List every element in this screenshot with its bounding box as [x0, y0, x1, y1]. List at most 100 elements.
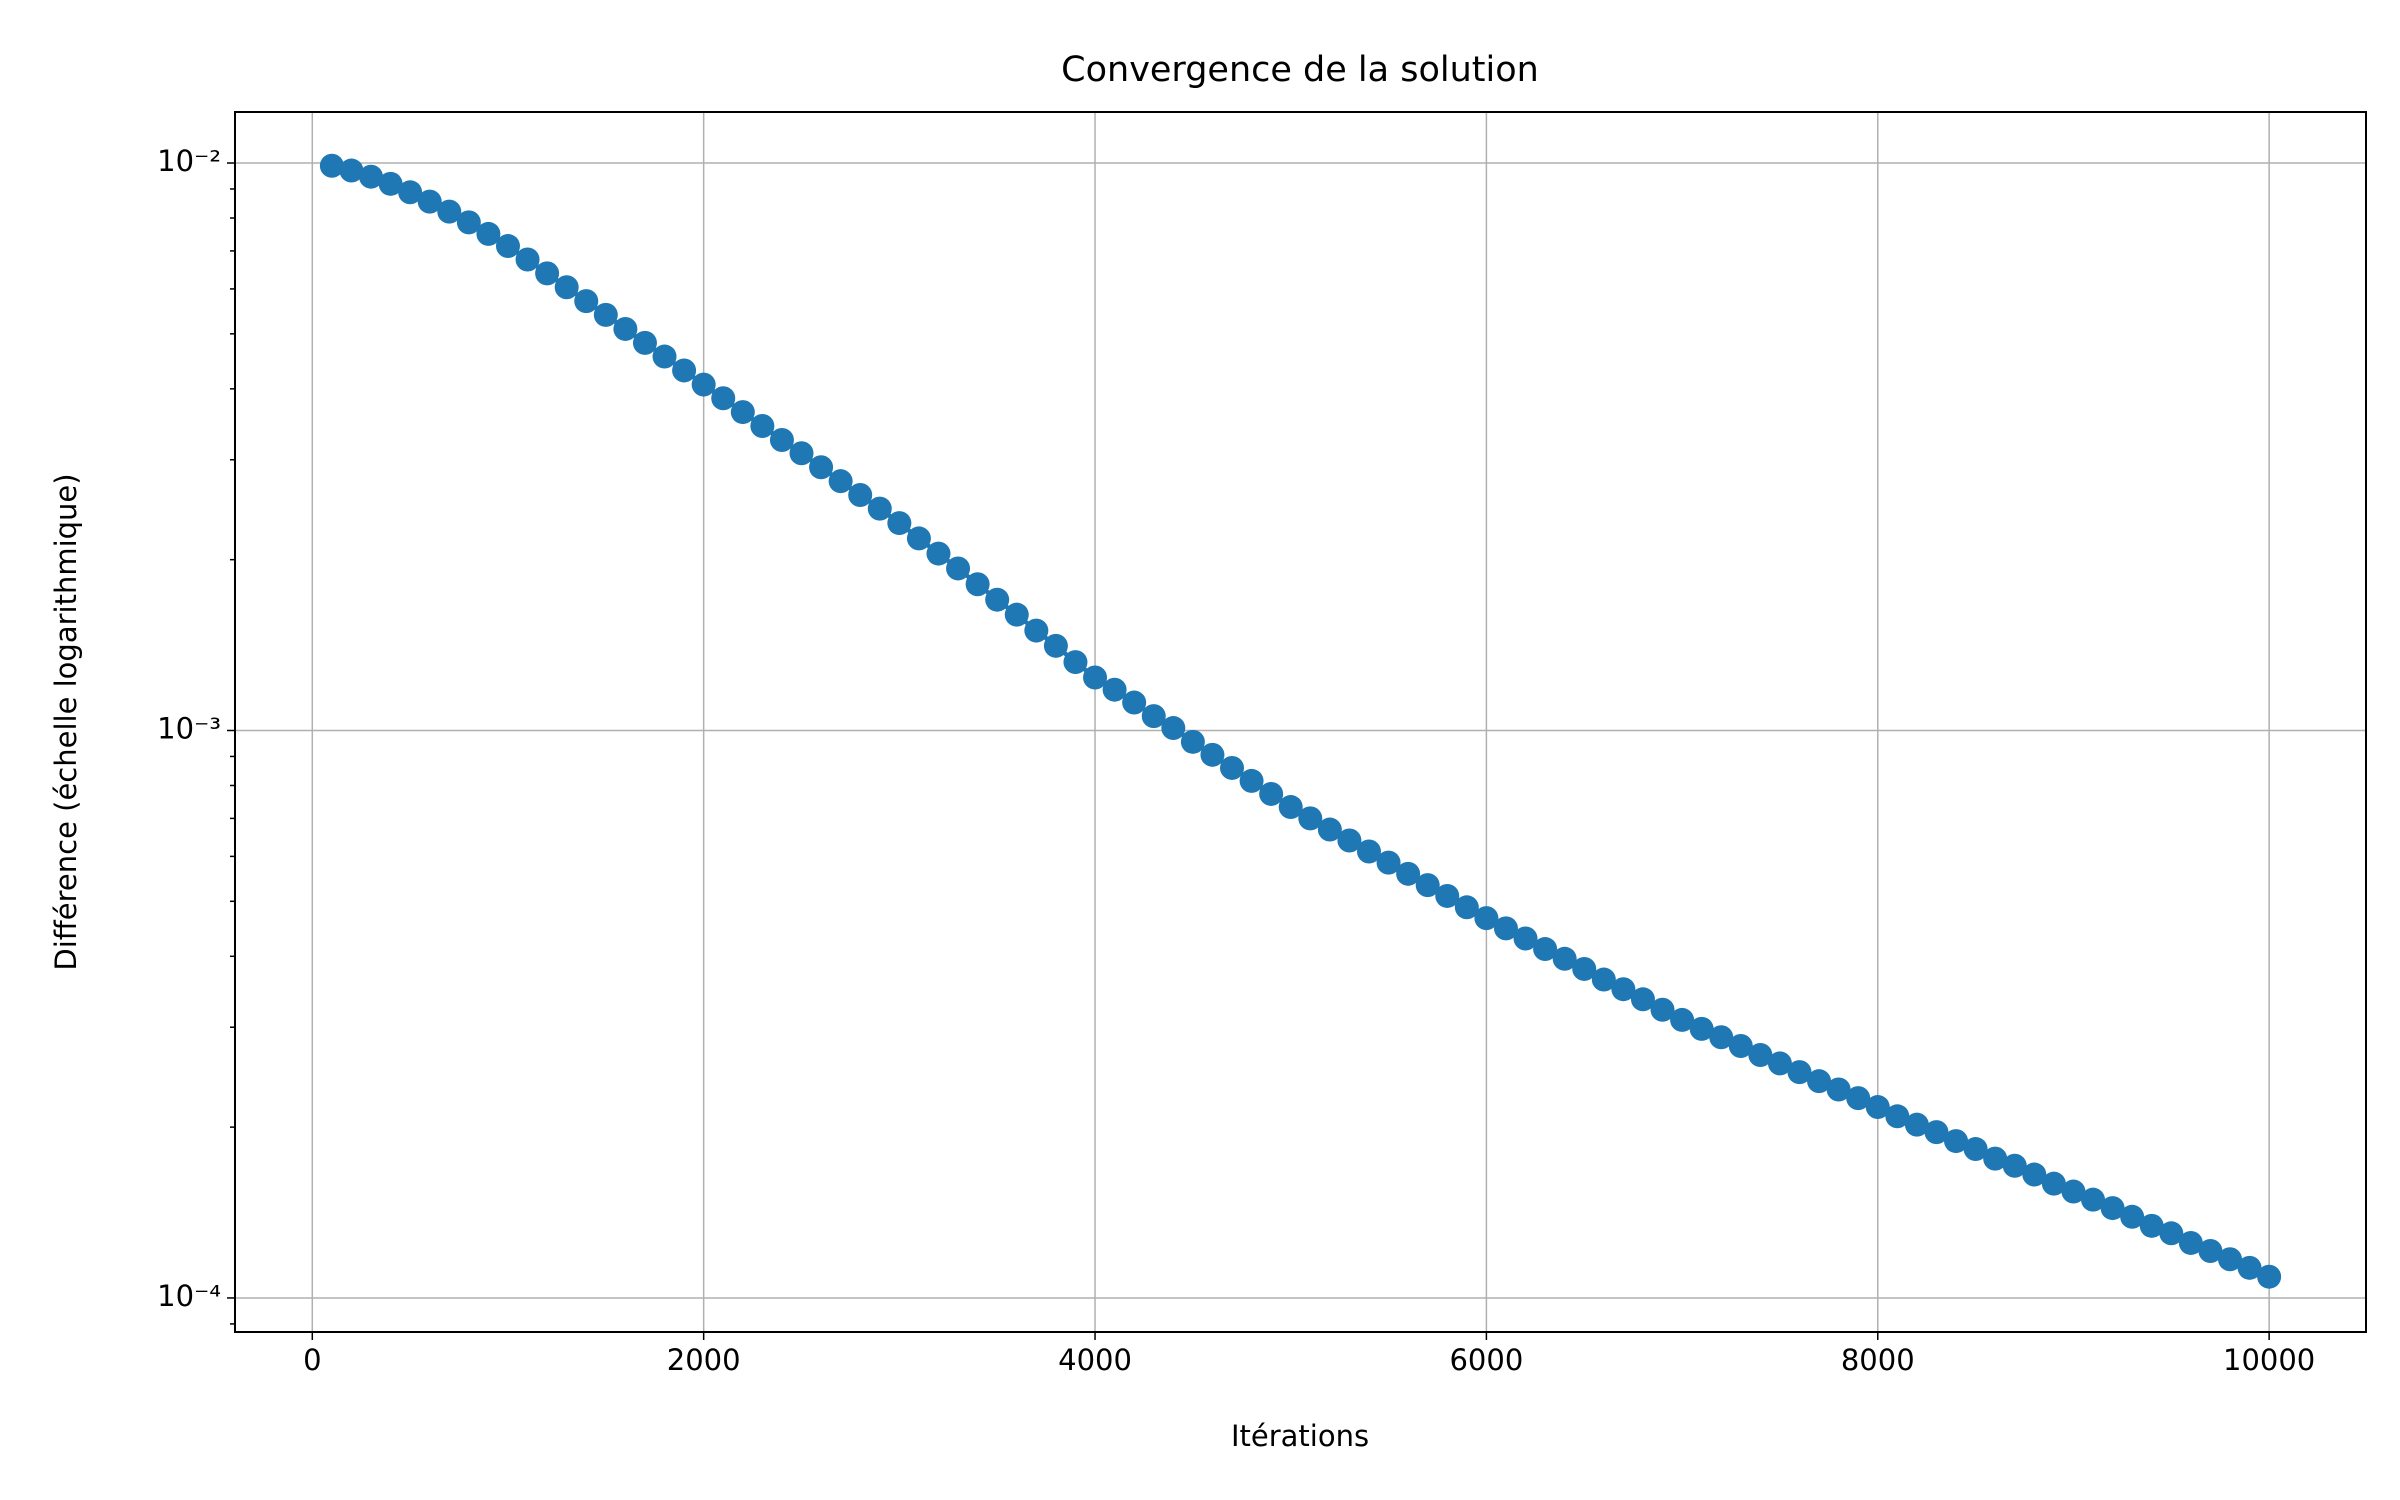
marker [495, 234, 520, 259]
marker [809, 455, 834, 480]
marker [2257, 1264, 2282, 1289]
marker [2159, 1221, 2184, 1246]
marker [2139, 1213, 2164, 1238]
marker [1787, 1060, 1812, 1085]
marker [1043, 633, 1068, 658]
marker [2217, 1247, 2242, 1272]
marker [398, 180, 423, 205]
marker [828, 469, 853, 494]
marker [574, 289, 599, 314]
marker [1435, 883, 1460, 908]
marker [887, 511, 912, 536]
y-tick-label: 10⁻³ [157, 711, 221, 745]
marker [2002, 1153, 2027, 1178]
marker [1728, 1033, 1753, 1058]
marker [1963, 1137, 1988, 1162]
marker [1904, 1112, 1929, 1137]
y-tick-label: 10⁻⁴ [157, 1279, 221, 1313]
marker [789, 441, 814, 466]
x-axis-label: Itérations [1231, 1419, 1369, 1453]
marker [2237, 1255, 2262, 1280]
marker [906, 526, 931, 551]
marker [1591, 967, 1616, 992]
x-tick-label: 6000 [1449, 1343, 1523, 1377]
marker [1650, 997, 1675, 1022]
marker [1415, 873, 1440, 898]
marker [2081, 1187, 2106, 1212]
marker [1865, 1095, 1890, 1120]
marker [1924, 1120, 1949, 1145]
marker [1748, 1043, 1773, 1068]
y-axis-label: Différence (échelle logarithmique) [49, 473, 83, 970]
x-tick-label: 0 [303, 1343, 321, 1377]
marker [1317, 817, 1342, 842]
marker [1611, 977, 1636, 1002]
marker [319, 153, 344, 178]
marker [1826, 1077, 1851, 1102]
marker [1220, 755, 1245, 780]
marker [1572, 956, 1597, 981]
marker [1513, 926, 1538, 951]
marker [417, 189, 442, 214]
marker [1983, 1146, 2008, 1171]
marker [515, 247, 540, 272]
marker [1807, 1069, 1832, 1094]
marker [554, 275, 579, 300]
marker [730, 400, 755, 425]
marker [2041, 1171, 2066, 1196]
marker [2178, 1230, 2203, 1255]
plot-frame [234, 111, 2367, 1333]
marker [2120, 1204, 2145, 1229]
marker [2100, 1196, 2125, 1221]
marker [593, 302, 618, 327]
marker [437, 199, 462, 224]
marker [1356, 839, 1381, 864]
marker [652, 344, 677, 369]
marker [750, 414, 775, 439]
marker [476, 221, 501, 246]
marker [1083, 665, 1108, 690]
marker [691, 372, 716, 397]
marker [985, 587, 1010, 612]
marker [1141, 704, 1166, 729]
x-tick-label: 2000 [667, 1343, 741, 1377]
marker [2198, 1238, 2223, 1263]
marker [769, 428, 794, 453]
y-tick-label: 10⁻² [157, 144, 221, 178]
marker [1944, 1129, 1969, 1154]
marker [1767, 1051, 1792, 1076]
marker [1670, 1007, 1695, 1032]
marker [339, 158, 364, 183]
marker [1239, 768, 1264, 793]
marker [1533, 937, 1558, 962]
marker [535, 261, 560, 286]
marker [1102, 677, 1127, 702]
marker [1376, 850, 1401, 875]
marker [1885, 1104, 1910, 1129]
marker [456, 210, 481, 235]
marker [946, 556, 971, 581]
marker [378, 171, 403, 196]
chart-title: Convergence de la solution [1061, 50, 1539, 90]
marker [1298, 806, 1323, 831]
marker [613, 316, 638, 341]
marker [672, 358, 697, 383]
x-tick-label: 10000 [2223, 1343, 2315, 1377]
marker [1180, 729, 1205, 754]
marker [1689, 1016, 1714, 1041]
marker [1396, 861, 1421, 886]
marker [632, 330, 657, 355]
marker [2022, 1162, 2047, 1187]
marker [359, 164, 384, 189]
marker [1161, 716, 1186, 741]
marker [867, 496, 892, 521]
x-tick-label: 8000 [1841, 1343, 1915, 1377]
marker [1278, 795, 1303, 820]
marker [1846, 1086, 1871, 1111]
marker [1552, 946, 1577, 971]
marker [1493, 916, 1518, 941]
marker [848, 483, 873, 508]
marker [1474, 906, 1499, 931]
